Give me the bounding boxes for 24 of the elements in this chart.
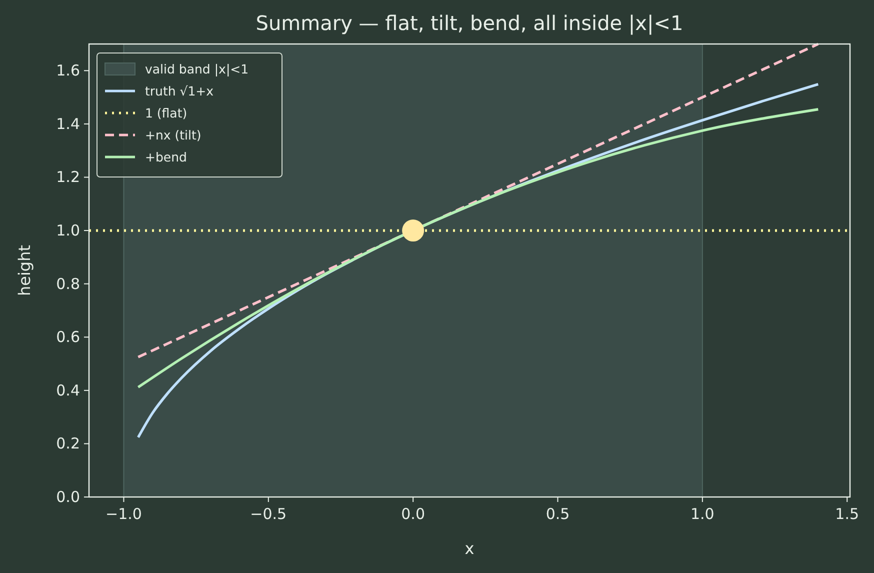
chart-title: Summary — flat, tilt, bend, all inside |x|<1 xyxy=(256,11,684,35)
band-label: valid band |x|<1 xyxy=(145,62,249,76)
x-tick-label: 0.5 xyxy=(546,505,570,523)
y-tick-label: 1.6 xyxy=(56,62,80,80)
legend-label: +nx (tilt) xyxy=(145,128,202,142)
legend-label: +bend xyxy=(145,150,187,164)
y-tick-label: 1.2 xyxy=(56,168,80,186)
y-tick-label: 0.6 xyxy=(56,328,80,346)
y-tick-label: 0.2 xyxy=(56,434,80,453)
legend-label: truth √1+x xyxy=(145,84,214,98)
line-series xyxy=(136,108,820,389)
legend-label: 1 (flat) xyxy=(145,106,188,120)
x-axis-title: x xyxy=(464,539,474,558)
x-tick-label: 0.0 xyxy=(401,505,426,523)
y-tick-label: 0.0 xyxy=(56,488,80,506)
y-axis-title: height xyxy=(15,245,34,296)
x-tick-label: −0.5 xyxy=(250,505,287,523)
x-tick-label: −1.0 xyxy=(106,505,142,523)
y-tick-label: 0.4 xyxy=(56,381,80,400)
x-tick-label: 1.5 xyxy=(835,505,860,523)
y-tick-label: 1.4 xyxy=(56,114,80,133)
x-tick-label: 1.0 xyxy=(690,505,714,523)
y-tick-label: 1.0 xyxy=(56,222,80,240)
y-tick-label: 0.8 xyxy=(56,274,80,293)
